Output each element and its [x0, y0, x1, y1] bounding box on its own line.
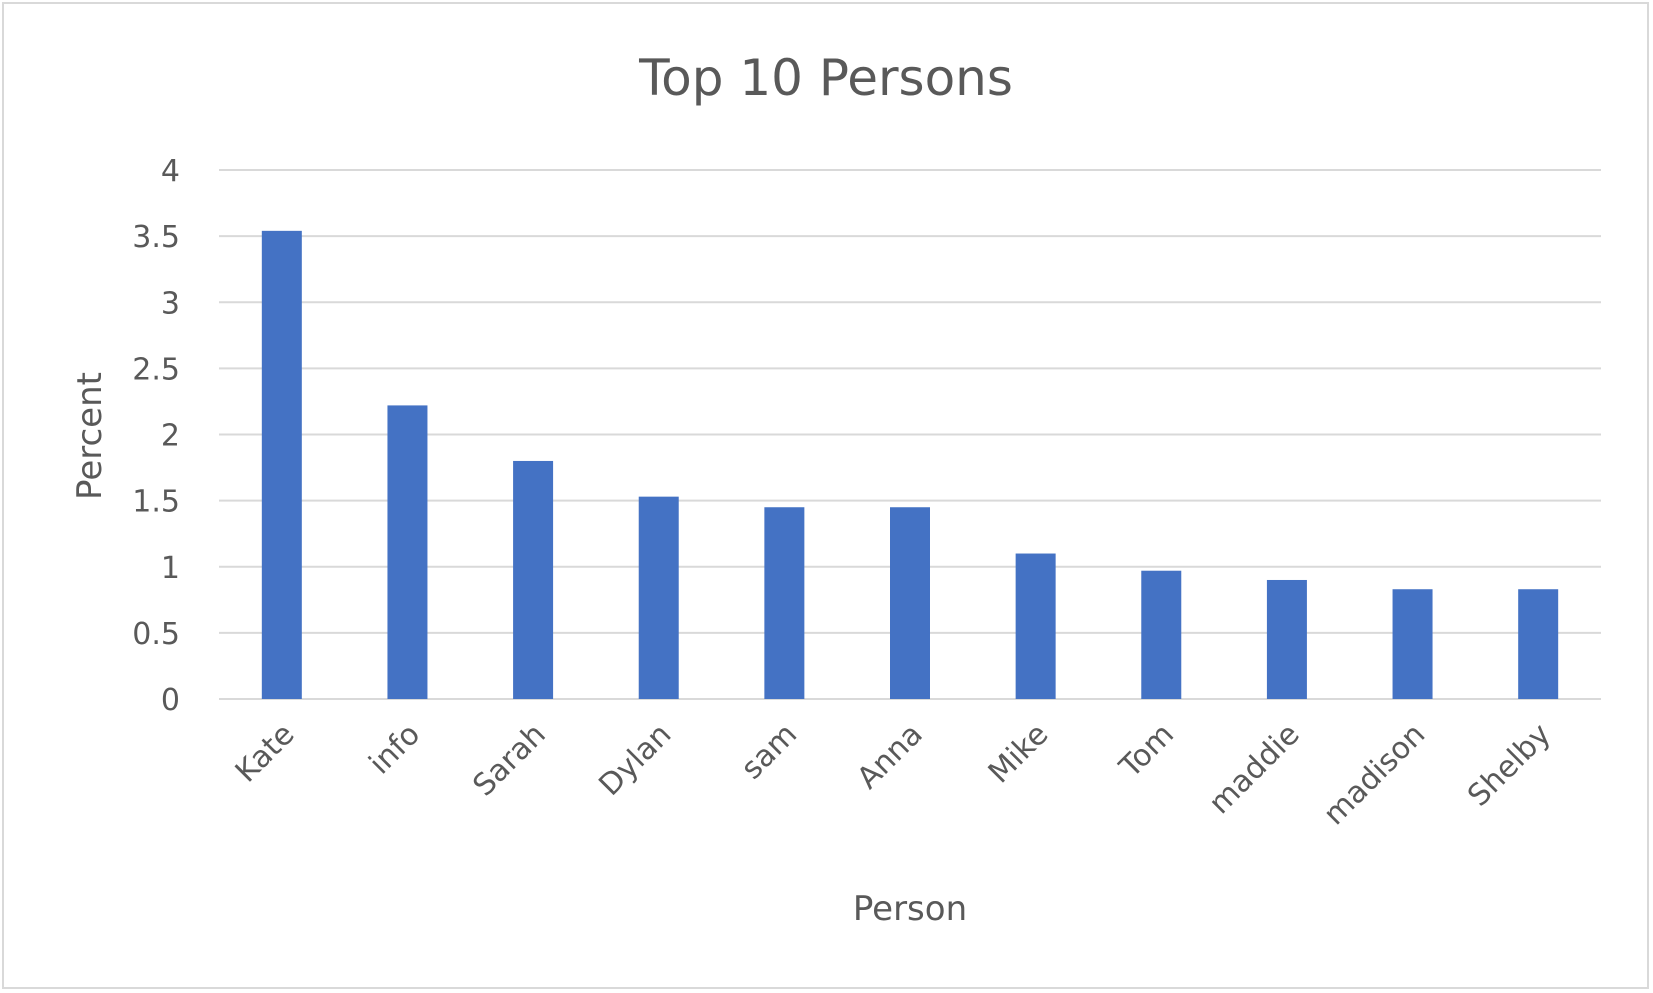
x-tick-label: maddie: [1202, 717, 1306, 821]
chart-title: Top 10 Persons: [638, 49, 1013, 107]
x-tick-label: Mike: [982, 717, 1056, 791]
bar-sarah: [513, 460, 554, 699]
y-tick-label: 2: [161, 419, 180, 454]
x-tick-label: Sarah: [466, 717, 552, 803]
x-tick-label: madison: [1317, 717, 1432, 832]
x-tick-label: sam: [735, 717, 804, 786]
y-tick-label: 1: [161, 551, 180, 586]
x-tick-label: Kate: [229, 717, 302, 790]
y-axis-ticks: 0 0.5 1 1.5 2 2.5 3 3.5 4: [132, 154, 180, 718]
y-tick-label: 0: [161, 683, 180, 718]
y-tick-label: 3.5: [132, 220, 180, 255]
x-tick-label: Dylan: [592, 717, 678, 803]
bar-shelby: [1518, 589, 1559, 699]
bar-madison: [1392, 589, 1433, 699]
y-tick-label: 0.5: [132, 617, 180, 652]
bar-tom: [1141, 570, 1182, 699]
y-tick-label: 4: [161, 154, 180, 189]
bar-dylan: [638, 496, 679, 699]
x-tick-label: info: [363, 717, 428, 782]
bar-anna: [890, 507, 930, 699]
x-tick-label: Shelby: [1461, 717, 1558, 814]
bar-sam: [764, 507, 805, 699]
y-tick-label: 2.5: [132, 352, 180, 387]
bar-info: [387, 405, 428, 699]
y-tick-label: 3: [161, 286, 180, 321]
x-axis-title: Person: [853, 889, 967, 929]
bar-mike: [1015, 553, 1056, 699]
x-tick-label: Anna: [851, 717, 930, 796]
x-axis-ticks: Kate info Sarah Dylan sam Anna Mike Tom maddie ma…: [229, 717, 1558, 832]
y-tick-label: 1.5: [132, 485, 180, 520]
x-tick-label: Tom: [1112, 717, 1180, 785]
bar-maddie: [1266, 579, 1307, 699]
y-axis-title: Percent: [70, 372, 110, 500]
bars: [261, 230, 1559, 699]
bar-kate: [261, 230, 302, 699]
